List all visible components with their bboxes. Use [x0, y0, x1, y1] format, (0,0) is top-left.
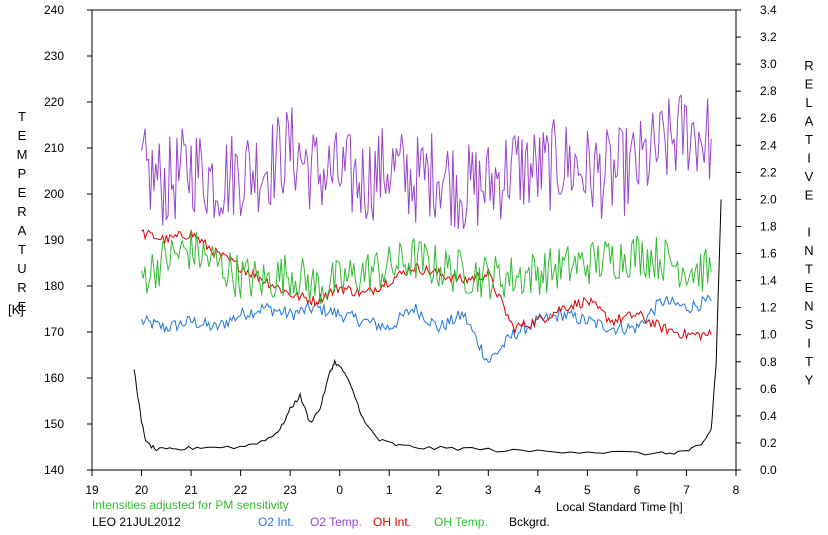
right-axis-label-letter: S: [805, 317, 814, 332]
left-tick-label: 220: [44, 95, 64, 109]
right-axis-label-letter: I: [807, 151, 811, 166]
right-axis-label-letter: V: [805, 169, 814, 184]
left-axis-label-letter: E: [18, 128, 27, 143]
left-tick-label: 210: [44, 141, 64, 155]
x-tick-label: 5: [584, 483, 591, 497]
left-tick-label: 160: [44, 371, 64, 385]
right-axis-label-letter: L: [805, 95, 812, 110]
right-tick-label: 2.8: [760, 84, 777, 98]
right-tick-label: 2.2: [760, 165, 777, 179]
right-tick-label: 0.4: [760, 409, 777, 423]
x-tick-label: 21: [184, 483, 198, 497]
legend-item: O2 Temp.: [310, 515, 362, 529]
left-axis-label-letter: U: [17, 261, 26, 276]
x-tick-label: 3: [485, 483, 492, 497]
right-axis-label-letter: T: [805, 132, 813, 147]
legend-item: OH Int.: [373, 515, 412, 529]
left-tick-label: 150: [44, 417, 64, 431]
x-tick-label: 6: [634, 483, 641, 497]
x-axis-label: Local Standard Time [h]: [556, 500, 683, 514]
right-axis-label-letter: N: [804, 299, 813, 314]
right-axis-label-letter: A: [805, 114, 814, 129]
left-axis-label-letter: A: [18, 223, 27, 238]
right-axis-label-letter: T: [805, 262, 813, 277]
right-tick-label: 2.6: [760, 111, 777, 125]
station-label: LEO 21JUL2012: [92, 515, 181, 529]
series-lines: [133, 93, 722, 456]
left-tick-label: 190: [44, 233, 64, 247]
x-tick-label: 4: [535, 483, 542, 497]
right-tick-label: 1.6: [760, 247, 777, 261]
x-tick-label: 8: [733, 483, 740, 497]
right-tick-label: 0.8: [760, 355, 777, 369]
left-tick-label: 140: [44, 463, 64, 477]
x-tick-label: 22: [234, 483, 248, 497]
right-tick-label: 1.4: [760, 274, 777, 288]
left-axis-label-letter: T: [18, 109, 26, 124]
left-tick-label: 170: [44, 325, 64, 339]
series-line-oh-temp: [141, 229, 712, 305]
legend-item: Bckgrd.: [509, 515, 550, 529]
sensitivity-note: Intensities adjusted for PM sensitivity: [92, 498, 289, 512]
right-axis-label-letter: N: [804, 243, 813, 258]
x-tick-label: 23: [283, 483, 297, 497]
x-tick-label: 0: [336, 483, 343, 497]
left-tick-label: 200: [44, 187, 64, 201]
right-tick-label: 3.0: [760, 57, 777, 71]
x-axis-ticks: 19 20 21 22 23 0 1 2 3 4 5 6 7 8: [85, 470, 740, 497]
x-tick-label: 19: [85, 483, 99, 497]
left-axis-ticks: 140 150 160 170 180 190 200 210 220 230 240: [44, 3, 92, 477]
left-axis-label-letter: P: [18, 166, 27, 181]
x-tick-label: 1: [386, 483, 393, 497]
left-axis-unit: [K]: [8, 302, 24, 317]
right-axis-label-letter: E: [805, 77, 814, 92]
series-line-bckgrd: [133, 199, 722, 456]
series-line-o2-int: [141, 294, 712, 363]
legend-item: O2 Int.: [258, 515, 295, 529]
right-tick-label: 1.0: [760, 328, 777, 342]
x-tick-label: 20: [135, 483, 149, 497]
x-tick-label: 7: [683, 483, 690, 497]
right-tick-label: 3.4: [760, 3, 777, 17]
right-axis-label-letter: Y: [805, 373, 814, 388]
right-tick-label: 2.4: [760, 138, 777, 152]
left-tick-label: 180: [44, 279, 64, 293]
left-tick-label: 230: [44, 49, 64, 63]
left-axis-label-letter: M: [17, 147, 28, 162]
right-axis-label-letter: I: [807, 336, 811, 351]
right-tick-label: 1.2: [760, 301, 777, 315]
left-axis-label-letter: R: [17, 280, 26, 295]
right-axis-label-letter: R: [804, 58, 813, 73]
right-axis-ticks: 0.0 0.2 0.4 0.6 0.8 1.0 1.2 1.4 1.6 1.8 2.0 2.2 2.4 2…: [736, 3, 777, 477]
right-tick-label: 0.0: [760, 463, 777, 477]
series-line-o2-temp: [141, 93, 712, 230]
right-axis-label-letter: T: [805, 354, 813, 369]
left-tick-label: 240: [44, 3, 64, 17]
right-tick-label: 1.8: [760, 219, 777, 233]
right-tick-label: 2.0: [760, 192, 777, 206]
right-tick-label: 3.2: [760, 30, 777, 44]
left-axis-label-letter: E: [18, 299, 27, 314]
left-axis-label-letter: R: [17, 204, 26, 219]
right-axis-label-letter: E: [805, 188, 814, 203]
right-tick-label: 0.2: [760, 436, 777, 450]
right-tick-label: 0.6: [760, 382, 777, 396]
legend-item: OH Temp.: [434, 515, 488, 529]
left-axis-label-letter: E: [18, 185, 27, 200]
legend: O2 Int. O2 Temp. OH Int. OH Temp. Bckgrd.: [258, 515, 578, 531]
x-tick-label: 2: [435, 483, 442, 497]
right-axis-label-letter: E: [805, 280, 814, 295]
left-axis-label-letter: T: [18, 242, 26, 257]
right-axis-label-letter: I: [807, 225, 811, 240]
